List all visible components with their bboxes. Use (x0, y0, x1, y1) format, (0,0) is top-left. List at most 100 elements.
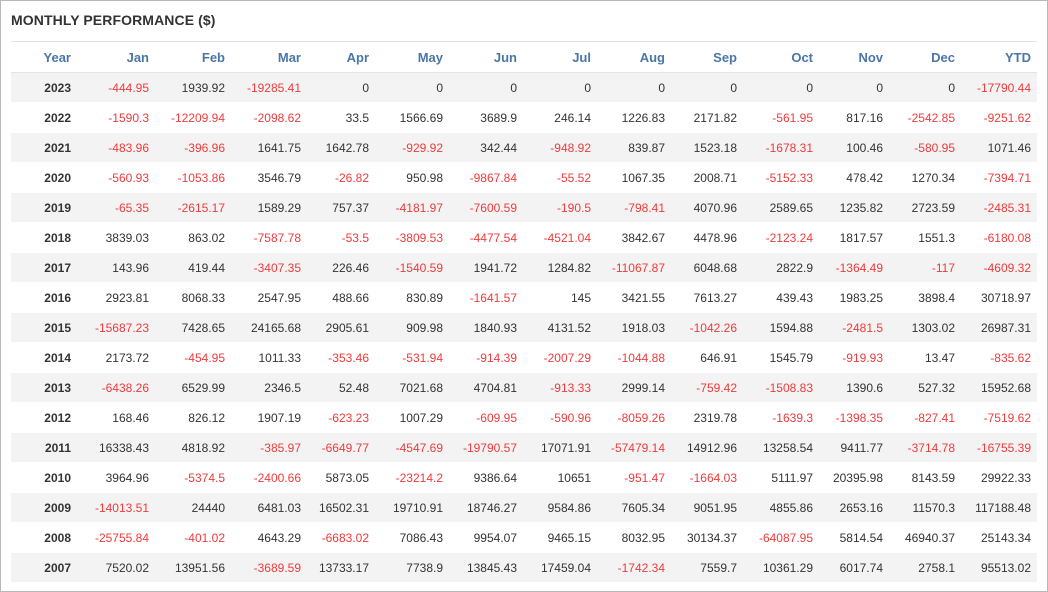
value-cell-may: 950.98 (375, 162, 449, 193)
value-cell-mar: 2346.5 (231, 372, 307, 403)
value-cell-jan: 2173.72 (79, 342, 155, 373)
value-cell-oct: 13258.54 (743, 432, 819, 463)
value-cell-jan: -483.96 (79, 132, 155, 163)
value-cell-ytd: -4609.32 (961, 252, 1037, 283)
value-cell-dec: 3898.4 (889, 282, 961, 313)
value-cell-nov: 5814.54 (819, 522, 889, 553)
value-cell-dec: 2723.59 (889, 192, 961, 223)
year-cell: 2016 (11, 282, 79, 313)
value-cell-feb: 6529.99 (155, 372, 231, 403)
year-cell: 2009 (11, 492, 79, 523)
value-cell-oct: -64087.95 (743, 522, 819, 553)
value-cell-sep: 9051.95 (671, 492, 743, 523)
value-cell-apr: 2905.61 (307, 312, 375, 343)
table-row: 2012 168.46 826.12 1907.19 -623.23 1007.29 -60… (11, 402, 1037, 433)
value-cell-sep: 0 (671, 72, 743, 103)
value-cell-jan: 143.96 (79, 252, 155, 283)
value-cell-may: 830.89 (375, 282, 449, 313)
value-cell-jun: -1641.57 (449, 282, 523, 313)
value-cell-ytd: 26987.31 (961, 312, 1037, 343)
header-row: Year Jan Feb Mar Apr May Jun Jul Aug Sep Oct Nov Dec… (11, 41, 1037, 73)
value-cell-jan: 7520.02 (79, 552, 155, 583)
value-cell-dec: 1551.3 (889, 222, 961, 253)
value-cell-mar: -2400.66 (231, 462, 307, 493)
value-cell-oct: -1678.31 (743, 132, 819, 163)
value-cell-may: 1007.29 (375, 402, 449, 433)
value-cell-apr: 52.48 (307, 372, 375, 403)
value-cell-dec: -117 (889, 252, 961, 283)
value-cell-jul: 0 (523, 72, 597, 103)
year-cell: 2022 (11, 102, 79, 133)
table-row: 2019 -65.35 -2615.17 1589.29 757.37 -4181.97-… (11, 192, 1037, 223)
column-header-jun: Jun (449, 41, 523, 73)
value-cell-feb: 419.44 (155, 252, 231, 283)
value-cell-jul: 17071.91 (523, 432, 597, 463)
value-cell-ytd: 15952.68 (961, 372, 1037, 403)
value-cell-sep: 2008.71 (671, 162, 743, 193)
year-cell: 2023 (11, 72, 79, 103)
value-cell-dec: 0 (889, 72, 961, 103)
value-cell-apr: -353.46 (307, 342, 375, 373)
value-cell-oct: 1545.79 (743, 342, 819, 373)
value-cell-jan: -444.95 (79, 72, 155, 103)
year-cell: 2011 (11, 432, 79, 463)
year-cell: 2013 (11, 372, 79, 403)
value-cell-feb: 826.12 (155, 402, 231, 433)
value-cell-dec: 46940.37 (889, 522, 961, 553)
value-cell-oct: 0 (743, 72, 819, 103)
value-cell-jan: -14013.51 (79, 492, 155, 523)
year-cell: 2008 (11, 522, 79, 553)
value-cell-ytd: 29922.33 (961, 462, 1037, 493)
value-cell-jun: 342.44 (449, 132, 523, 163)
value-cell-jul: 9465.15 (523, 522, 597, 553)
value-cell-apr: 488.66 (307, 282, 375, 313)
value-cell-nov: 1817.57 (819, 222, 889, 253)
year-cell: 2015 (11, 312, 79, 343)
value-cell-jul: 145 (523, 282, 597, 313)
value-cell-feb: -12209.94 (155, 102, 231, 133)
value-cell-jan: -65.35 (79, 192, 155, 223)
year-cell: 2012 (11, 402, 79, 433)
value-cell-sep: 4070.96 (671, 192, 743, 223)
value-cell-feb: 24440 (155, 492, 231, 523)
value-cell-dec: 13.47 (889, 342, 961, 373)
value-cell-jun: 0 (449, 72, 523, 103)
value-cell-aug: -1742.34 (597, 552, 671, 583)
value-cell-apr: 13733.17 (307, 552, 375, 583)
value-cell-nov: 1390.6 (819, 372, 889, 403)
value-cell-aug: 0 (597, 72, 671, 103)
value-cell-feb: -396.96 (155, 132, 231, 163)
panel-title: MONTHLY PERFORMANCE ($) (11, 12, 216, 28)
value-cell-oct: -2123.24 (743, 222, 819, 253)
value-cell-aug: 7605.34 (597, 492, 671, 523)
value-cell-feb: -5374.5 (155, 462, 231, 493)
value-cell-aug: 1067.35 (597, 162, 671, 193)
value-cell-jan: -6438.26 (79, 372, 155, 403)
value-cell-aug: -57479.14 (597, 432, 671, 463)
value-cell-nov: 20395.98 (819, 462, 889, 493)
value-cell-mar: -3689.59 (231, 552, 307, 583)
value-cell-ytd: -835.62 (961, 342, 1037, 373)
table-header: Year Jan Feb Mar Apr May Jun Jul Aug Sep Oct Nov Dec… (11, 41, 1037, 73)
value-cell-oct: -1508.83 (743, 372, 819, 403)
value-cell-nov: 1235.82 (819, 192, 889, 223)
column-header-aug: Aug (597, 41, 671, 73)
value-cell-aug: -11067.87 (597, 252, 671, 283)
value-cell-mar: -3407.35 (231, 252, 307, 283)
value-cell-mar: 3546.79 (231, 162, 307, 193)
table-row: 2011 16338.43 4818.92 -385.97 -6649.77 -4547.… (11, 432, 1037, 463)
value-cell-jul: 4131.52 (523, 312, 597, 343)
value-cell-oct: 2822.9 (743, 252, 819, 283)
value-cell-may: 19710.91 (375, 492, 449, 523)
value-cell-nov: 100.46 (819, 132, 889, 163)
value-cell-aug: -951.47 (597, 462, 671, 493)
value-cell-nov: 817.16 (819, 102, 889, 133)
value-cell-sep: 30134.37 (671, 522, 743, 553)
value-cell-nov: 6017.74 (819, 552, 889, 583)
value-cell-feb: 8068.33 (155, 282, 231, 313)
value-cell-mar: 2547.95 (231, 282, 307, 313)
value-cell-oct: 2589.65 (743, 192, 819, 223)
year-cell: 2021 (11, 132, 79, 163)
table-row: 2014 2173.72 -454.95 1011.33 -353.46 -531.94-… (11, 342, 1037, 373)
value-cell-may: -929.92 (375, 132, 449, 163)
